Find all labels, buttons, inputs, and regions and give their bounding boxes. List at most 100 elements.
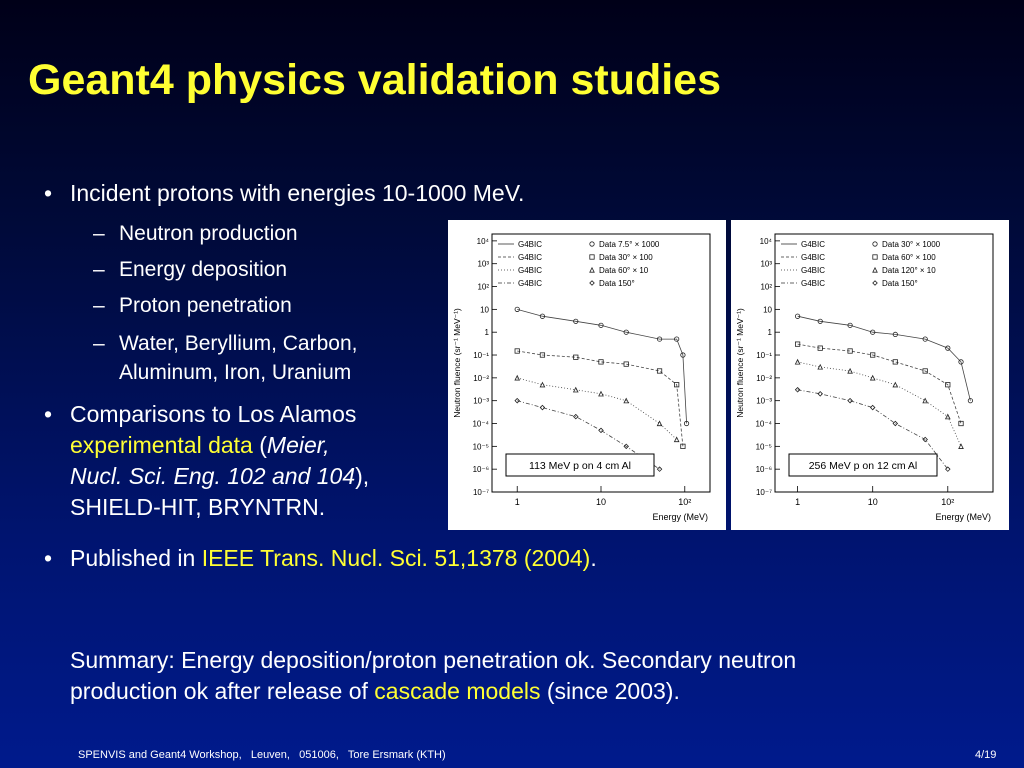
highlight-cascade-models: cascade models [374, 678, 541, 704]
data-point-s1 [674, 382, 680, 388]
data-point-s3 [573, 413, 579, 420]
x-tick-label: 10 [596, 497, 606, 507]
y-tick-label: 10⁻² [756, 374, 772, 383]
y-tick-label: 10⁻² [473, 374, 489, 383]
data-point-s3 [598, 427, 604, 434]
bullet-text: ( [252, 432, 267, 458]
data-point-s2 [892, 381, 899, 388]
y-tick-label: 10⁻⁵ [473, 442, 489, 451]
x-axis-label: Energy (MeV) [652, 512, 708, 522]
data-point-s3 [817, 391, 823, 397]
data-point-s0 [892, 331, 898, 338]
data-point-s2 [872, 266, 878, 273]
data-point-s3 [794, 387, 801, 393]
sub-bullet-text: Energy deposition [119, 258, 288, 281]
y-tick-label: 1 [768, 328, 773, 337]
data-point-s1 [795, 341, 801, 347]
data-point-s0 [847, 322, 853, 328]
data-point-s3 [945, 466, 951, 472]
data-point-s2 [589, 266, 595, 273]
data-point-s1 [589, 254, 595, 260]
legend-model-label: G4BIC [518, 240, 542, 249]
summary-text: (since 2003). [540, 678, 680, 704]
page-number: 4/19 [975, 749, 997, 761]
data-point-s3 [539, 404, 546, 411]
x-tick-label: 10² [678, 497, 691, 507]
model-curve-s0 [517, 309, 687, 424]
data-point-s2 [656, 420, 663, 427]
y-tick-label: 10³ [477, 260, 489, 269]
data-point-s0 [922, 336, 928, 342]
data-point-s2 [794, 358, 801, 365]
data-point-s1 [958, 420, 964, 427]
data-point-s0 [817, 318, 823, 324]
data-point-s1 [872, 254, 878, 260]
legend-data-label: Data 30° × 1000 [882, 240, 941, 249]
highlight-reference: IEEE Trans. Nucl. Sci. 51,1378 (2004) [201, 545, 591, 571]
y-tick-label: 10⁻¹ [473, 351, 489, 360]
data-point-s2 [514, 374, 521, 381]
neutron-fluence-chart-2: 10⁻⁷ 10⁻⁶ 10⁻⁵ 10⁻⁴ 10⁻³ 10⁻² 10⁻¹ 1 10 10² 10³ 10⁴… [735, 233, 994, 522]
data-point-s2 [539, 381, 546, 388]
sub-bullet-proton: – Proton penetration [93, 291, 292, 320]
y-tick-label: 10 [763, 305, 772, 314]
data-point-s2 [623, 397, 630, 404]
bullet-text: Comparisons to Los Alamos [70, 401, 357, 427]
data-point-s2 [572, 386, 579, 393]
summary-text: production ok after release of [70, 678, 375, 704]
annotation-box [788, 453, 938, 477]
plot-panel-2: 10⁻⁷ 10⁻⁶ 10⁻⁵ 10⁻⁴ 10⁻³ 10⁻² 10⁻¹ 1 10 10² 10³ 10⁴… [731, 220, 1009, 530]
y-axis-label: Neutron fluence (sr⁻¹ MeV⁻¹) [735, 308, 745, 418]
model-curve-s1 [797, 343, 962, 424]
bullet-text: . [590, 545, 597, 571]
y-tick-label: 10⁻⁷ [756, 488, 772, 497]
y-tick-label: 10² [760, 283, 772, 292]
model-curve-s0 [797, 315, 971, 401]
bullet-text: SHIELD-HIT, BRYNTRN. [70, 494, 326, 520]
sub-bullet-text: Water, Beryllium, Carbon, [119, 332, 358, 355]
sub-bullet-neutron: – Neutron production [93, 219, 298, 248]
data-point-s0 [683, 420, 690, 427]
y-axis-label: Neutron fluence (sr⁻¹ MeV⁻¹) [452, 308, 462, 418]
x-tick-label: 10² [941, 497, 954, 507]
data-point-s0 [967, 398, 973, 404]
x-tick-label: 10 [868, 497, 878, 507]
highlight-experimental-data: experimental data [70, 432, 253, 458]
data-point-s2 [922, 397, 929, 404]
y-tick-label: 10² [477, 283, 489, 292]
legend-data-label: Data 150° [599, 279, 635, 288]
y-tick-label: 10⁻¹ [756, 351, 772, 360]
y-tick-label: 10⁻³ [473, 397, 489, 406]
y-tick-label: 10⁻³ [756, 397, 772, 406]
sub-bullet-text: Neutron production [119, 222, 298, 245]
data-point-s0 [656, 336, 663, 342]
legend-model-label: G4BIC [801, 279, 825, 288]
data-point-s2 [958, 443, 964, 449]
footer-text: SPENVIS and Geant4 Workshop, Leuven, 051… [78, 749, 446, 761]
legend-data-label: Data 60° × 10 [599, 266, 649, 275]
annotation-label: 113 MeV p on 4 cm Al [529, 460, 631, 472]
data-point-s3 [589, 280, 595, 286]
summary-paragraph: Summary: Energy deposition/proton penetr… [70, 645, 990, 707]
plot-frame [774, 233, 994, 493]
data-point-s3 [872, 280, 878, 286]
data-point-s2 [673, 436, 680, 443]
citation-text: Meier, [266, 432, 330, 458]
model-curve-s1 [517, 350, 684, 447]
data-point-s1 [817, 345, 823, 351]
y-tick-label: 10⁻⁴ [472, 420, 489, 429]
data-point-s2 [817, 363, 824, 370]
data-point-s1 [870, 352, 876, 358]
legend-data-label: Data 60° × 100 [882, 253, 936, 262]
bullet-text: ), [355, 463, 370, 489]
data-point-s3 [869, 404, 876, 411]
x-axis-label: Energy (MeV) [935, 512, 991, 522]
data-point-s0 [870, 329, 876, 335]
bullet-incident-protons: • Incident protons with energies 10-1000… [44, 178, 524, 209]
dash: – [93, 222, 105, 245]
y-tick-label: 10⁻⁵ [756, 442, 772, 451]
legend-model-label: G4BIC [801, 240, 825, 249]
data-point-s3 [922, 436, 928, 443]
annotation-box [505, 453, 655, 477]
data-point-s1 [680, 443, 686, 449]
